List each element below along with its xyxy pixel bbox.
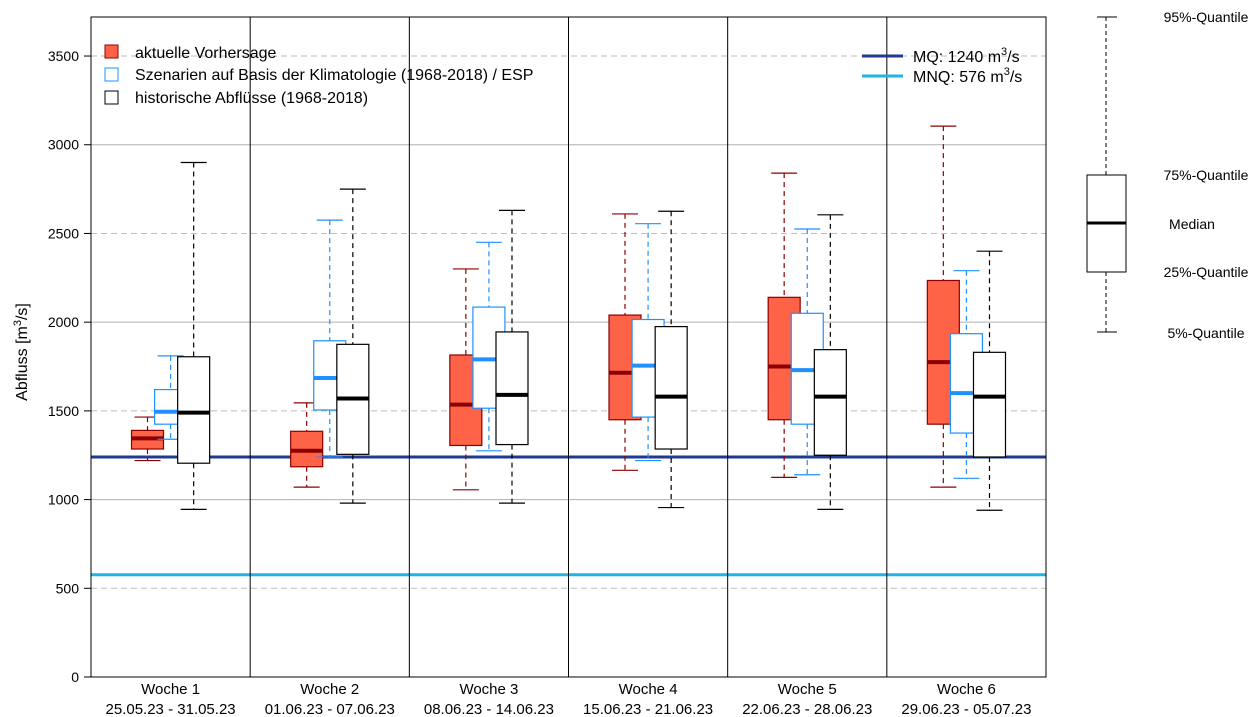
y-axis-title: Abfluss [m3/s] xyxy=(12,303,31,401)
x-category-dates: 01.06.23 - 07.06.23 xyxy=(265,701,395,717)
y-tick-label: 3500 xyxy=(48,48,79,64)
legend-swatch-historical xyxy=(104,90,119,105)
box-plots xyxy=(130,125,1007,511)
y-tick-label: 1000 xyxy=(48,492,79,508)
axes: 0 500 1000 1500 2000 2500 3000 3500 Woche 1 25.05… xyxy=(48,16,1047,717)
x-category-label: Woche 3 xyxy=(459,681,518,698)
box-iqr xyxy=(813,349,847,456)
box-group xyxy=(130,416,165,462)
x-category-dates: 15.06.23 - 21.06.23 xyxy=(583,701,713,717)
legend-label-forecast: aktuelle Vorhersage xyxy=(135,45,277,62)
key-label-q25: 25%-Quantile xyxy=(1164,264,1249,280)
x-category-dates: 29.06.23 - 05.07.23 xyxy=(901,701,1031,717)
x-category-dates: 22.06.23 - 28.06.23 xyxy=(742,701,872,717)
legend-label-mnq: MNQ: 576 m3/s xyxy=(913,66,1022,86)
reference-legend: MQ: 1240 m3/s MNQ: 576 m3/s xyxy=(862,46,1022,86)
y-tick-label: 2500 xyxy=(48,225,79,241)
x-category-dates: 25.05.23 - 31.05.23 xyxy=(106,701,236,717)
x-category-label: Woche 1 xyxy=(141,681,200,698)
box-iqr xyxy=(972,351,1007,458)
key-label-q95: 95%-Quantile xyxy=(1164,9,1249,25)
y-tick-label: 1500 xyxy=(48,403,79,419)
key-label-q05: 5%-Quantile xyxy=(1167,325,1244,341)
y-tick-label: 3000 xyxy=(48,137,79,153)
legend: aktuelle Vorhersage Szenarien auf Basis … xyxy=(104,44,533,107)
key-label-q75: 75%-Quantile xyxy=(1164,167,1249,183)
y-tick-label: 0 xyxy=(71,669,79,685)
box-group xyxy=(336,188,370,504)
x-category-label: Woche 2 xyxy=(300,681,359,698)
key-label-median: Median xyxy=(1169,216,1215,232)
legend-label-historical: historische Abflüsse (1968-2018) xyxy=(135,90,368,107)
box-group xyxy=(495,209,529,504)
legend-label-esp: Szenarien auf Basis der Klimatologie (19… xyxy=(135,67,533,84)
boxplot-key: 95%-Quantile 75%-Quantile Median 25%-Qua… xyxy=(1086,9,1249,341)
x-category-label: Woche 6 xyxy=(937,681,996,698)
box-group xyxy=(813,214,847,510)
legend-label-mq: MQ: 1240 m3/s xyxy=(913,46,1020,66)
x-category-label: Woche 4 xyxy=(619,681,678,698)
box-group xyxy=(290,402,324,488)
y-tick-label: 500 xyxy=(56,580,80,596)
box-group xyxy=(177,161,211,510)
box-group xyxy=(654,210,688,509)
box-iqr xyxy=(495,331,529,446)
box-group xyxy=(972,250,1007,511)
legend-swatch-esp xyxy=(104,67,119,82)
box-iqr xyxy=(177,356,211,464)
y-tick-label: 2000 xyxy=(48,314,79,330)
x-category-label: Woche 5 xyxy=(778,681,837,698)
legend-swatch-forecast xyxy=(104,44,119,59)
plot-frame xyxy=(90,16,1047,678)
box-iqr xyxy=(654,325,688,450)
x-category-dates: 08.06.23 - 14.06.23 xyxy=(424,701,554,717)
